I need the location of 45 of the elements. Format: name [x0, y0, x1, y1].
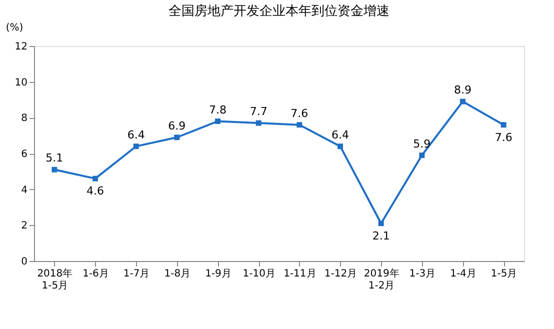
chart-title: 全国房地产开发企业本年到位资金增速: [168, 3, 390, 19]
x-tick-label: 1-6月: [82, 268, 109, 280]
point: [460, 98, 466, 104]
x-tick-label: 1-8月: [164, 268, 191, 280]
data-label: 2.1: [372, 229, 390, 242]
x-tick-label: 1-12月: [324, 268, 358, 280]
data-label: 6.4: [127, 128, 145, 142]
data-label: 6.4: [332, 128, 349, 142]
point: [133, 144, 139, 150]
y-tick-label: 6: [21, 149, 28, 160]
x-tick-label: 1-3月: [409, 268, 436, 280]
data-label: 7.6: [290, 106, 308, 120]
x-tick-label: 1-7月: [123, 268, 150, 280]
point: [338, 144, 343, 150]
x-tick-label: 2019年 1-2月: [364, 268, 400, 292]
data-label: 8.9: [454, 84, 472, 97]
point: [256, 120, 262, 126]
point: [52, 166, 58, 172]
point: [500, 122, 506, 128]
y-tick-label: 0: [21, 256, 28, 268]
y-tick-label: 4: [21, 184, 28, 196]
data-label: 7.8: [209, 103, 226, 116]
y-axis-title: (%): [6, 22, 24, 34]
data-label: 6.9: [168, 119, 186, 132]
y-tick-label: 2: [21, 220, 28, 232]
x-tick-label: 1-9月: [205, 268, 232, 280]
data-label: 7.6: [494, 130, 512, 144]
y-tick-label: 8: [21, 113, 28, 124]
data-label: 7.7: [250, 105, 268, 118]
x-tick-label: 1-5月: [490, 268, 518, 280]
y-tick-label: 10: [14, 77, 28, 88]
point: [92, 176, 98, 182]
x-tick-label: 1-4月: [450, 268, 476, 280]
data-label: 5.1: [46, 152, 64, 165]
x-tick-label: 2018年 1-5月: [37, 268, 73, 292]
y-tick-label: 12: [14, 42, 28, 52]
point: [174, 134, 180, 140]
point: [419, 152, 425, 158]
point: [215, 118, 220, 124]
data-label: 4.6: [86, 184, 104, 198]
data-label: 5.9: [413, 137, 431, 150]
point: [378, 220, 384, 226]
x-tick-label: 1-11月: [284, 268, 316, 280]
point: [296, 122, 302, 128]
x-tick-label: 1-10月: [242, 268, 276, 280]
